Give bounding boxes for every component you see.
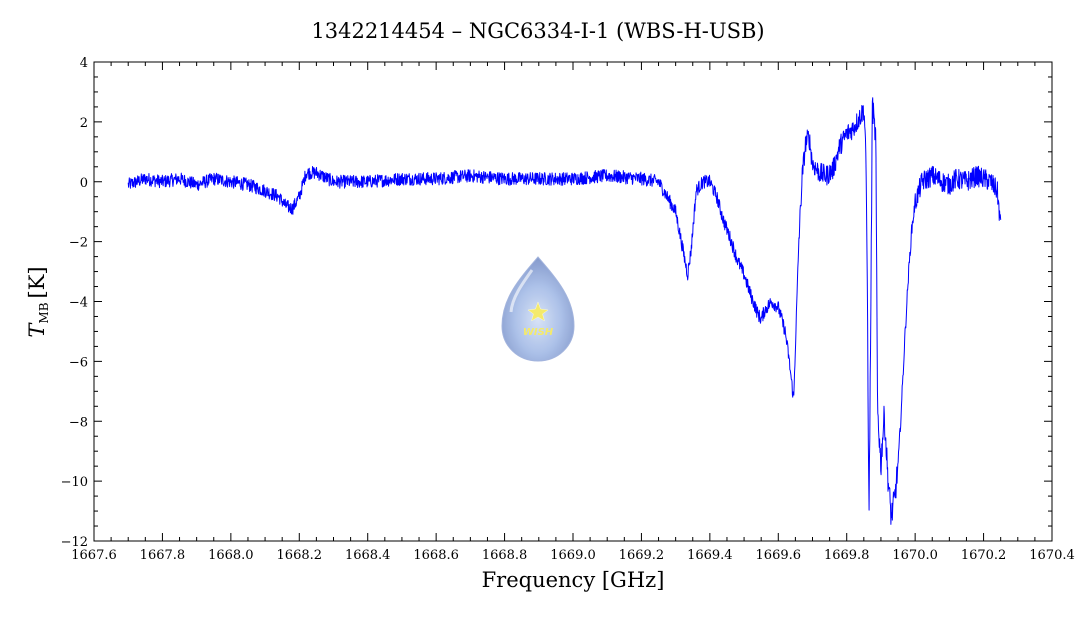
- plot-frame: [93, 61, 1053, 542]
- y-tick-label: −12: [61, 535, 88, 550]
- y-tick-label: 4: [80, 56, 88, 71]
- drop-highlight: [509, 269, 534, 313]
- series-line: [127, 97, 1002, 525]
- y-tick-label: −2: [69, 236, 88, 251]
- x-tick-label: 1670.4: [1029, 548, 1075, 563]
- x-tick-label: 1668.6: [413, 548, 459, 563]
- x-tick-label: 1668.0: [208, 548, 254, 563]
- x-tick-label: 1668.2: [277, 548, 323, 563]
- x-tick-label: 1670.0: [892, 548, 938, 563]
- x-axis: 1667.6 1667.8 1668.0 1668.2 1668.4 1668.6 1668…: [71, 62, 1075, 563]
- y-axis: −12 −10 −8 −6 −4 −2 0 2 4: [61, 56, 1052, 550]
- y-tick-label: −10: [61, 475, 88, 490]
- chart-title: 1342214454 – NGC6334-I-1 (WBS-H-USB): [311, 19, 764, 43]
- y-tick-label: 0: [80, 176, 88, 191]
- x-tick-label: 1669.6: [756, 548, 802, 563]
- logo-text: WISH: [523, 327, 554, 338]
- star-icon: [527, 301, 549, 322]
- x-tick-label: 1669.0: [550, 548, 596, 563]
- y-axis-label-sub: MB: [37, 302, 51, 323]
- x-axis-label: Frequency [GHz]: [482, 568, 665, 592]
- x-tick-label: 1670.2: [961, 548, 1007, 563]
- x-tick-label: 1667.8: [140, 548, 186, 563]
- wish-logo: WISH: [501, 256, 575, 362]
- y-tick-label: −4: [69, 296, 88, 311]
- x-tick-label: 1668.8: [482, 548, 528, 563]
- y-axis-label-main: T: [25, 322, 49, 338]
- x-tick-label: 1669.8: [824, 548, 870, 563]
- svg-text:TMB[K]: TMB [K]: [25, 266, 51, 337]
- plot-area: [127, 97, 1002, 525]
- y-tick-label: −8: [69, 415, 88, 430]
- x-tick-label: 1669.4: [687, 548, 733, 563]
- y-tick-label: 2: [80, 116, 88, 131]
- y-axis-label: TMB [K]: [25, 266, 51, 337]
- x-tick-label: 1667.6: [71, 548, 117, 563]
- y-axis-label-unit: [K]: [25, 266, 49, 298]
- x-tick-label: 1669.2: [619, 548, 665, 563]
- x-tick-label: 1668.4: [345, 548, 391, 563]
- y-tick-label: −6: [69, 355, 88, 370]
